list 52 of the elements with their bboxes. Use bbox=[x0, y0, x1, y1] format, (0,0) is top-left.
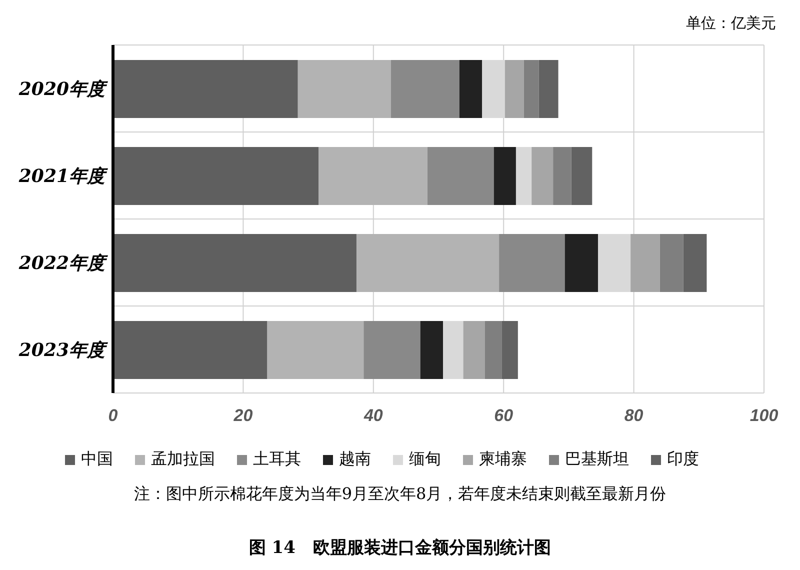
bar bbox=[356, 234, 500, 292]
bar bbox=[420, 321, 444, 379]
x-axis-title: 单位：亿美元 bbox=[686, 14, 776, 33]
bar bbox=[502, 321, 518, 379]
bar bbox=[364, 321, 420, 379]
bar bbox=[553, 147, 572, 205]
bar bbox=[484, 321, 502, 379]
legend-label: 越南 bbox=[339, 449, 371, 470]
bar bbox=[298, 60, 391, 118]
bar bbox=[499, 234, 565, 292]
bar bbox=[113, 147, 319, 205]
legend-label: 孟加拉国 bbox=[151, 449, 215, 470]
bar bbox=[318, 147, 428, 205]
legend-label: 土耳其 bbox=[253, 449, 301, 470]
bar bbox=[532, 147, 554, 205]
bar bbox=[683, 234, 707, 292]
bar bbox=[463, 321, 485, 379]
text: 图 14 欧盟服装进口金额分国别统计图 bbox=[248, 537, 552, 559]
x-tick-label: 80 bbox=[624, 406, 644, 426]
y-tick-label: 2023年度 bbox=[18, 340, 108, 361]
x-tick-label: 20 bbox=[232, 406, 254, 426]
bar bbox=[113, 60, 298, 118]
bar bbox=[630, 234, 660, 292]
x-tick-label: 60 bbox=[494, 406, 514, 426]
x-tick-label: 100 bbox=[750, 406, 779, 426]
bar bbox=[113, 321, 268, 379]
bar bbox=[390, 60, 460, 118]
x-tick-label: 40 bbox=[362, 406, 384, 426]
bar bbox=[113, 234, 356, 292]
legend-label: 印度 bbox=[667, 449, 699, 470]
y-tick-label: 2020年度 bbox=[18, 78, 108, 100]
bar bbox=[538, 60, 558, 118]
bar bbox=[427, 147, 494, 205]
bar bbox=[267, 321, 364, 379]
y-tick-label: 2022年度 bbox=[18, 252, 108, 274]
bar bbox=[564, 234, 598, 292]
bar bbox=[660, 234, 684, 292]
bar bbox=[524, 60, 539, 118]
bar bbox=[571, 147, 592, 205]
bar bbox=[598, 234, 631, 292]
legend-label: 中国 bbox=[81, 449, 113, 470]
x-tick-label: 0 bbox=[108, 406, 118, 426]
bar bbox=[516, 147, 532, 205]
bar bbox=[494, 147, 516, 205]
legend-label: 巴基斯坦 bbox=[565, 449, 629, 470]
legend-label: 缅甸 bbox=[409, 449, 441, 470]
bar bbox=[443, 321, 464, 379]
text: 注：图中所示棉花年度为当年9月至次年8月，若年度未结束则截至最新月份 bbox=[132, 484, 668, 505]
bar bbox=[459, 60, 482, 118]
y-tick-label: 2021年度 bbox=[18, 166, 108, 187]
legend-label: 柬埔寨 bbox=[479, 449, 527, 470]
bar bbox=[504, 60, 524, 118]
